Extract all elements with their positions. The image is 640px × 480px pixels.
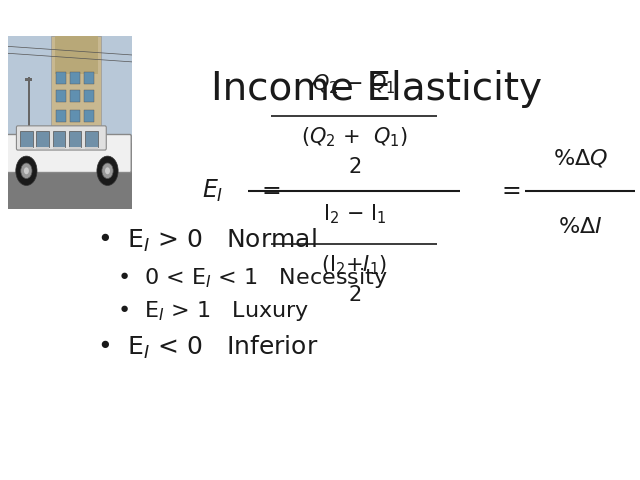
Text: $\left(\mathrm{I}_2\mathregular{+}\mathit{I}_1\right)$: $\left(\mathrm{I}_2\mathregular{+}\mathi… [321,253,387,277]
Bar [28,77,29,146]
Bar [70,72,80,84]
Bar [25,78,32,81]
Text: $\left(Q_2\ \mathregular{+}\ \ Q_1\right)$: $\left(Q_2\ \mathregular{+}\ \ Q_1\right… [301,125,408,149]
Bar [20,146,33,149]
Bar [52,146,65,149]
Text: $2$: $2$ [348,285,361,305]
Text: $2$: $2$ [348,157,361,177]
Bar [85,131,97,146]
Bar [36,131,49,146]
Bar [8,36,132,143]
Circle shape [97,156,118,185]
Bar [20,131,33,146]
Text: Income Elasticity: Income Elasticity [211,70,543,108]
Text: $\mathit{\%\Delta I}$: $\mathit{\%\Delta I}$ [558,216,602,237]
Circle shape [16,156,37,185]
FancyBboxPatch shape [6,134,131,172]
Bar [69,146,81,149]
Text: $E_{I}$: $E_{I}$ [202,178,223,204]
Circle shape [24,168,29,174]
Bar [84,110,94,122]
Text: =: = [501,179,521,203]
Bar [8,143,132,209]
Circle shape [20,163,32,179]
Bar [52,131,65,146]
Bar [85,146,97,149]
Bar [36,146,49,149]
Bar [55,36,97,74]
Bar [56,90,67,102]
Text: =: = [262,179,281,203]
Bar [70,110,80,122]
Text: $Q_2\ \mathregular{-}\ Q_1$: $Q_2\ \mathregular{-}\ Q_1$ [312,72,396,96]
Text: •  E$_I$ > 1   Luxury: • E$_I$ > 1 Luxury [117,299,310,323]
Bar [84,72,94,84]
Text: $\mathit{\%\Delta Q}$: $\mathit{\%\Delta Q}$ [552,147,607,169]
Text: •  E$_I$ < 0   Inferior: • E$_I$ < 0 Inferior [97,334,319,361]
Text: $\mathrm{I}_2\ \mathregular{-}\ \mathrm{I}_1$: $\mathrm{I}_2\ \mathregular{-}\ \mathrm{… [323,203,386,227]
Bar [84,90,94,102]
Bar [51,36,101,136]
Bar [70,90,80,102]
Bar [56,72,67,84]
Bar [69,131,81,146]
Bar [56,110,67,122]
Circle shape [102,163,113,179]
Text: •  E$_I$ > 0   Normal: • E$_I$ > 0 Normal [97,227,317,254]
Circle shape [105,168,110,174]
Text: •  0 < E$_I$ < 1   Necessity: • 0 < E$_I$ < 1 Necessity [117,265,388,289]
FancyBboxPatch shape [17,126,106,150]
